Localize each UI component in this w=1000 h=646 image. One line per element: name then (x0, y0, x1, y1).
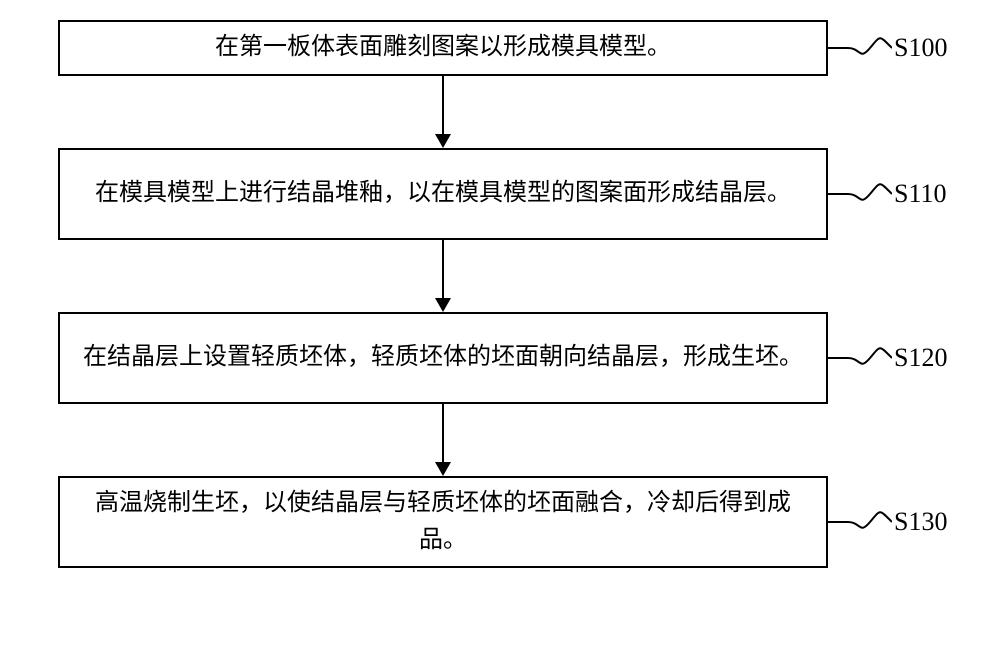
connector-line (828, 47, 848, 49)
flow-step-box: 在第一板体表面雕刻图案以形成模具模型。 (58, 20, 828, 76)
connector-squiggle (848, 179, 892, 209)
flow-step-text: 高温烧制生坯，以使结晶层与轻质坯体的坯面融合，冷却后得到成品。 (78, 485, 808, 559)
flow-step: 在第一板体表面雕刻图案以形成模具模型。 S100 (58, 20, 958, 76)
connector-line (828, 521, 848, 523)
flow-step-text: 在第一板体表面雕刻图案以形成模具模型。 (215, 29, 671, 66)
flow-step-box: 在模具模型上进行结晶堆釉，以在模具模型的图案面形成结晶层。 (58, 148, 828, 240)
flow-step: 在结晶层上设置轻质坯体，轻质坯体的坯面朝向结晶层，形成生坯。 S120 (58, 312, 958, 404)
flow-step-text: 在结晶层上设置轻质坯体，轻质坯体的坯面朝向结晶层，形成生坯。 (83, 339, 803, 376)
flowchart: 在第一板体表面雕刻图案以形成模具模型。 S100 在模具模型上进行结晶堆釉，以在模具… (58, 20, 958, 568)
flow-step-text: 在模具模型上进行结晶堆釉，以在模具模型的图案面形成结晶层。 (95, 175, 791, 212)
step-label-connector: S130 (828, 476, 947, 568)
flow-step-box: 高温烧制生坯，以使结晶层与轻质坯体的坯面融合，冷却后得到成品。 (58, 476, 828, 568)
connector-squiggle (848, 33, 892, 63)
flow-step-label: S100 (894, 33, 947, 63)
step-label-connector: S100 (828, 20, 947, 76)
flow-step-label: S110 (894, 179, 947, 209)
flow-step-box: 在结晶层上设置轻质坯体，轻质坯体的坯面朝向结晶层，形成生坯。 (58, 312, 828, 404)
flow-step-label: S120 (894, 343, 947, 373)
flow-arrow (58, 240, 828, 312)
flow-arrow (58, 76, 828, 148)
flow-arrow (58, 404, 828, 476)
step-label-connector: S110 (828, 148, 947, 240)
connector-squiggle (848, 343, 892, 373)
flow-step-label: S130 (894, 507, 947, 537)
connector-squiggle (848, 507, 892, 537)
flow-step: 在模具模型上进行结晶堆釉，以在模具模型的图案面形成结晶层。 S110 (58, 148, 958, 240)
connector-line (828, 357, 848, 359)
step-label-connector: S120 (828, 312, 947, 404)
flow-step: 高温烧制生坯，以使结晶层与轻质坯体的坯面融合，冷却后得到成品。 S130 (58, 476, 958, 568)
connector-line (828, 193, 848, 195)
